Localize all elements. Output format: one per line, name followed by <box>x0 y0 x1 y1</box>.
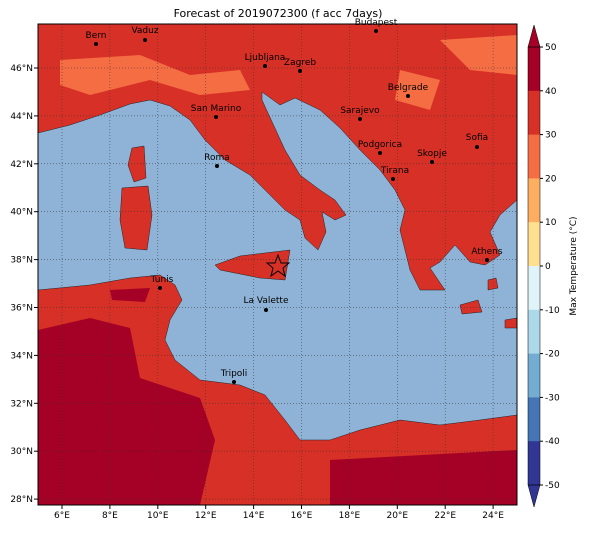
colorbar-tick-label: 0 <box>545 262 551 272</box>
city-dot <box>378 151 382 155</box>
colorbar-segment <box>528 309 540 355</box>
y-tick-label: 32°N <box>10 399 33 409</box>
city-label: Budapest <box>355 18 398 28</box>
city-label: Bern <box>86 31 107 41</box>
colorbar-extend-top <box>527 24 541 48</box>
x-tick-label: 22°E <box>434 511 456 521</box>
colorbar-tick-label: -10 <box>545 306 560 316</box>
city-dot <box>214 115 218 119</box>
colorbar-tick-label: 40 <box>545 87 557 97</box>
colorbar-tick-label: 20 <box>545 174 557 184</box>
city-label: Tunis <box>150 275 174 285</box>
axes: 6°E 8°E 10°E 12°E 14°E 16°E 18°E 20°E 22°E 24°E 46… <box>10 64 504 521</box>
city-dot <box>94 42 98 46</box>
y-tick-label: 46°N <box>10 64 33 74</box>
city-label: Ljubljana <box>245 53 286 63</box>
colorbar-segment <box>528 134 540 179</box>
colorbar-tick-label: 30 <box>545 131 557 141</box>
colorbar-label: Max Temperature (°C) <box>569 216 579 315</box>
city-label: Vaduz <box>131 26 158 36</box>
city-dot <box>430 160 434 164</box>
colorbar-segment <box>528 266 540 311</box>
colorbar-segment <box>528 47 540 92</box>
x-tick-label: 16°E <box>291 511 313 521</box>
city-dot <box>232 380 236 384</box>
city-label: Tripoli <box>220 369 248 379</box>
city-dot <box>406 94 410 98</box>
colorbar-tick-label: -30 <box>545 393 560 403</box>
city-dot <box>215 164 219 168</box>
x-tick-label: 12°E <box>195 511 217 521</box>
land-sardinia <box>119 185 153 251</box>
x-tick-label: 18°E <box>339 511 361 521</box>
city-label: La Valette <box>244 296 289 306</box>
city-label: Belgrade <box>388 83 429 93</box>
city-label: Sarajevo <box>340 106 380 116</box>
star-marker <box>265 253 291 278</box>
land-sicily <box>214 249 291 281</box>
y-tick-label: 38°N <box>10 256 33 266</box>
x-tick-label: 10°E <box>147 511 169 521</box>
colorbar-segment <box>528 90 540 136</box>
colorbar: 50 40 30 20 10 0 -10 -20 -30 -40 -50 <box>527 24 560 508</box>
city-label: Roma <box>204 153 230 163</box>
x-tick-label: 24°E <box>482 511 504 521</box>
city-label: Sofia <box>466 133 488 143</box>
x-tick-label: 8°E <box>102 511 118 521</box>
city-label: San Marino <box>191 104 242 114</box>
city-dot <box>263 64 267 68</box>
city-dot <box>485 258 489 262</box>
y-tick-label: 36°N <box>10 304 33 314</box>
y-tick-label: 40°N <box>10 208 33 218</box>
colorbar-segment <box>528 178 540 223</box>
colorbar-tick-label: 10 <box>545 218 557 228</box>
colorbar-extend-bottom <box>527 484 541 508</box>
warm-patch <box>60 35 517 110</box>
city-dot <box>264 308 268 312</box>
city-label: Zagreb <box>284 58 316 68</box>
title: Forecast of 2019072300 (f acc 7days) <box>174 7 383 20</box>
city-label: Athens <box>471 247 502 257</box>
y-tick-label: 30°N <box>10 447 33 457</box>
y-tick-label: 42°N <box>10 160 33 170</box>
colorbar-segment <box>528 441 540 486</box>
graticule <box>38 24 517 505</box>
city-dot <box>475 145 479 149</box>
city-dot <box>298 69 302 73</box>
colorbar-tick-label: -40 <box>545 437 560 447</box>
city-dot <box>391 177 395 181</box>
colorbar-tick-label: -50 <box>545 481 560 491</box>
y-tick-label: 44°N <box>10 112 33 122</box>
y-tick-label: 34°N <box>10 351 33 361</box>
colorbar-tick-label: 50 <box>545 43 557 53</box>
x-tick-label: 20°E <box>386 511 408 521</box>
colorbar-segment <box>528 353 540 398</box>
x-tick-label: 6°E <box>54 511 70 521</box>
city-dot <box>143 38 147 42</box>
colorbar-tick-label: -20 <box>545 350 560 360</box>
colorbar-segment <box>528 397 540 442</box>
city-dot <box>374 29 378 33</box>
map <box>38 24 517 505</box>
city-label: Podgorica <box>358 140 402 150</box>
city-label: Tirana <box>380 166 409 176</box>
city-label: Skopje <box>417 149 447 159</box>
city-dot <box>158 286 162 290</box>
map-frame <box>37 23 518 506</box>
y-tick-label: 28°N <box>10 495 33 505</box>
city-dot <box>358 117 362 121</box>
x-tick-label: 14°E <box>243 511 265 521</box>
land-islands <box>459 277 517 329</box>
colorbar-segment <box>528 222 540 267</box>
